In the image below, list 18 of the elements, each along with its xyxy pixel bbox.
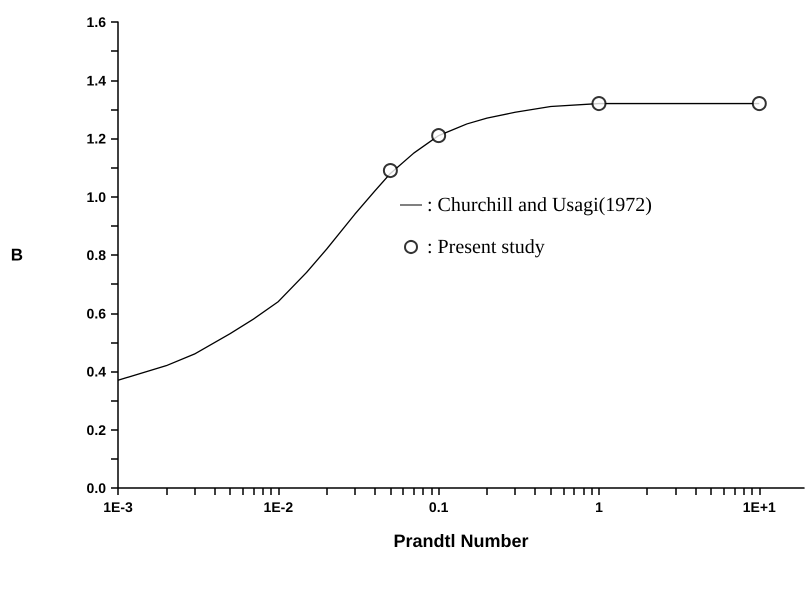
y-tick-label: 1.0 [86,188,106,205]
x-tick-label: 1 [595,499,604,515]
y-tick-label: 1.6 [86,14,106,30]
legend-label: : Present study [427,236,545,258]
y-tick-label: 1.2 [86,130,106,146]
y-tick-label: 0.2 [86,422,106,438]
y-tick-label: 0.8 [86,247,106,263]
x-tick-label: 1E-2 [264,499,294,515]
x-tick-label: 0.1 [428,499,449,515]
y-tick-label: 0.4 [86,364,106,380]
y-tick-label: 1.4 [86,72,106,88]
x-tick-label: 1E+1 [742,499,776,515]
x-axis-title: Prandtl Number [393,531,529,551]
y-tick-label: 0.6 [86,305,106,322]
y-axis-title: B [10,246,23,264]
legend-label: : Churchill and Usagi(1972) [427,194,652,216]
y-tick-label: 0.0 [86,480,106,496]
x-tick-label: 1E-3 [103,499,133,515]
